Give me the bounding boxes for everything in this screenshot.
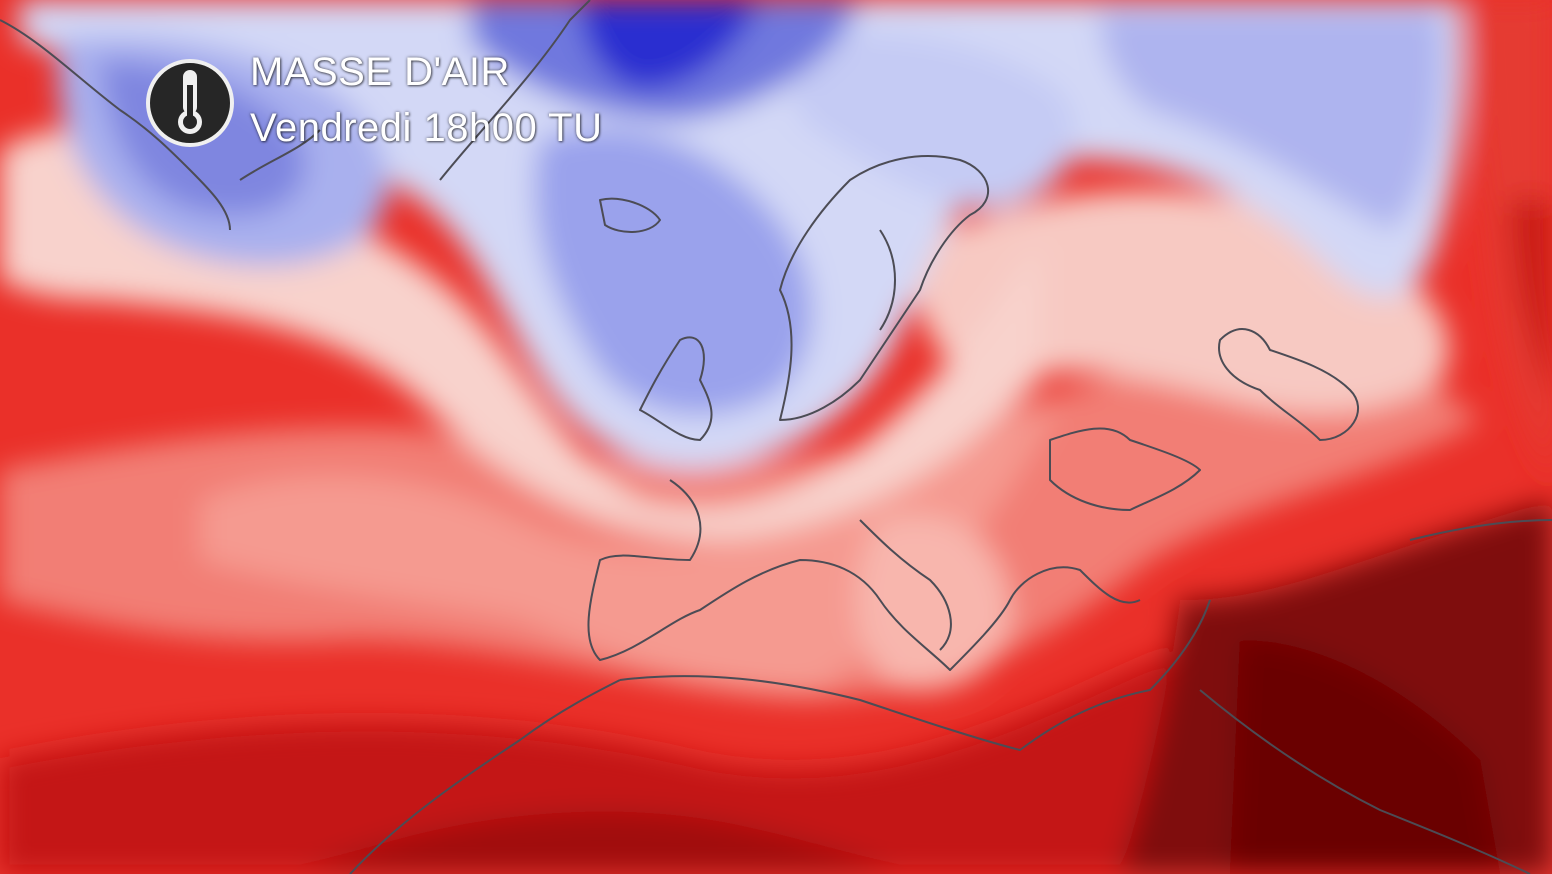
thermometer-icon xyxy=(146,59,234,147)
map-subtitle: Vendredi 18h00 TU xyxy=(250,106,603,150)
map-title: MASSE D'AIR xyxy=(250,50,510,94)
